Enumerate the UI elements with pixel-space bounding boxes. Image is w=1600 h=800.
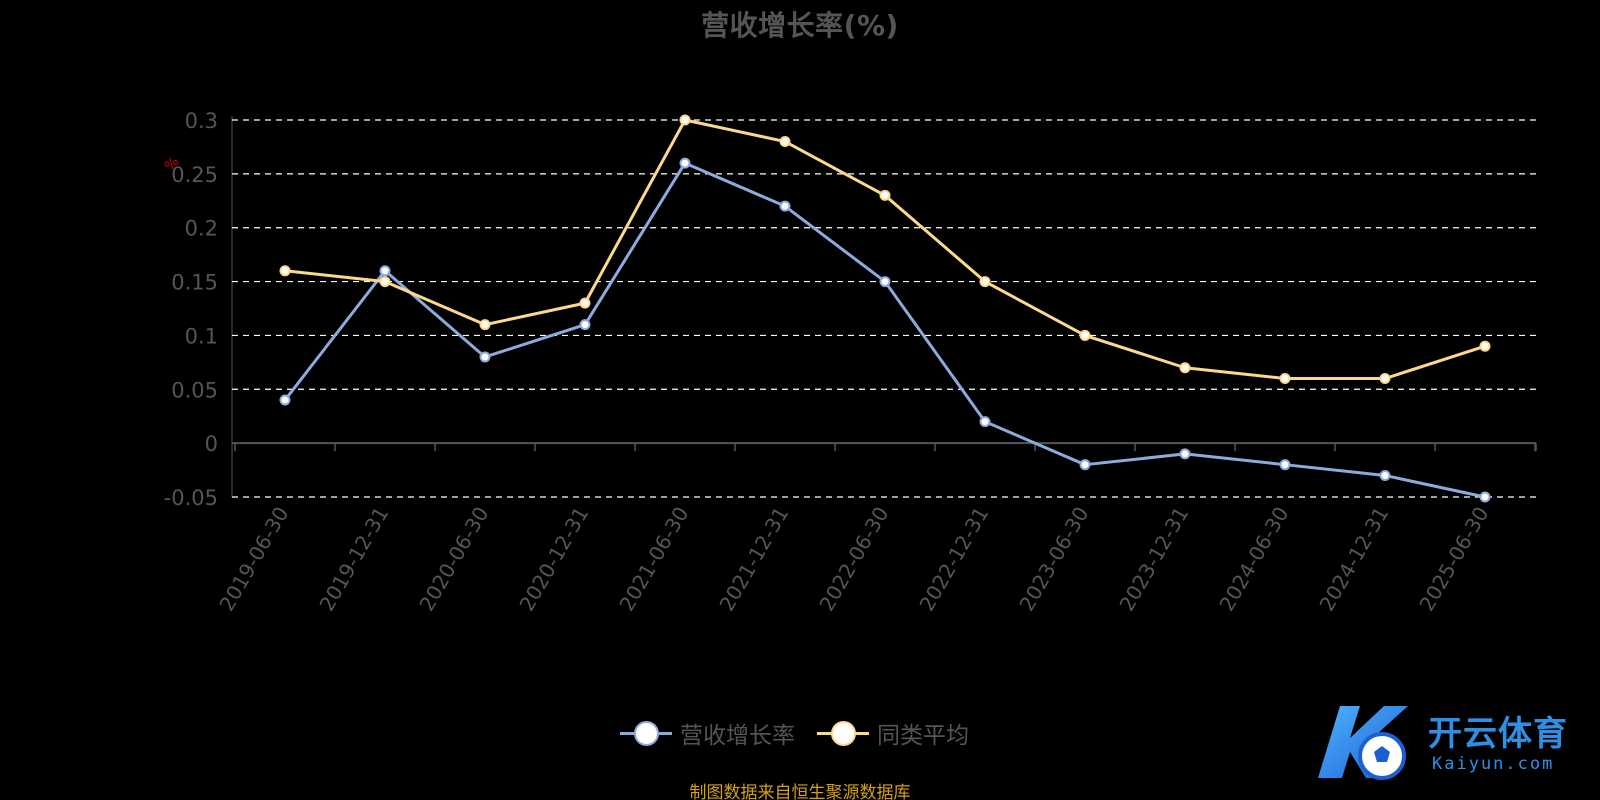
y-tick-label: 0.05: [171, 378, 218, 402]
data-point-series-1: [1279, 459, 1291, 471]
x-tick-label: 2023-06-30: [1014, 503, 1093, 616]
x-tick-label: 2019-06-30: [214, 503, 293, 616]
data-point-series-1: [1379, 469, 1391, 481]
y-tick-label: 0: [205, 432, 218, 456]
data-point-series-1: [979, 416, 991, 428]
x-tick-label: 2021-06-30: [614, 503, 693, 616]
legend-swatch-series-1: [620, 719, 672, 747]
legend-label-series-1: 营收增长率: [680, 723, 795, 749]
data-point-series-2: [279, 265, 291, 277]
y-tick-label: 0.2: [185, 217, 218, 241]
data-point-series-1: [379, 265, 391, 277]
data-point-series-2: [1479, 340, 1491, 352]
data-point-series-2: [1179, 362, 1191, 374]
source-note: 制图数据来自恒生聚源数据库: [689, 783, 911, 800]
x-tick-label: 2025-06-30: [1414, 503, 1493, 616]
legend-label-series-2: 同类平均: [877, 723, 969, 749]
legend-item-series-1[interactable]: 营收增长率: [620, 716, 795, 750]
legend-swatch-series-2: [817, 719, 869, 747]
data-point-series-1: [279, 394, 291, 406]
x-tick-label: 2019-12-31: [314, 503, 393, 616]
watermark-url: Kaiyun.com: [1432, 754, 1555, 774]
data-point-series-1: [1179, 448, 1191, 460]
x-tick-label: 2024-12-31: [1314, 503, 1393, 616]
data-point-series-1: [779, 200, 791, 212]
x-tick-label: 2023-12-31: [1114, 503, 1193, 616]
data-point-series-2: [479, 319, 491, 331]
x-tick-label: 2020-06-30: [414, 503, 493, 616]
watermark-brand: 开云体育: [1428, 714, 1568, 754]
legend-item-series-2[interactable]: 同类平均: [817, 716, 969, 750]
data-point-series-2: [679, 114, 691, 126]
watermark-logo: 开云体育 Kaiyun.com: [1310, 698, 1600, 788]
data-point-series-1: [679, 157, 691, 169]
y-tick-label: -0.05: [164, 486, 218, 510]
x-tick-label: 2024-06-30: [1214, 503, 1293, 616]
x-tick-label: 2022-12-31: [914, 503, 993, 616]
data-point-series-2: [779, 136, 791, 148]
data-point-series-1: [579, 319, 591, 331]
y-tick-label: 0.15: [171, 271, 218, 295]
series-line-1: [283, 161, 1486, 499]
chart-legend: 营收增长率 同类平均: [620, 716, 969, 750]
data-point-series-2: [1279, 373, 1291, 385]
data-point-series-2: [979, 276, 991, 288]
x-tick-label: 2021-12-31: [714, 503, 793, 616]
x-tick-label: 2022-06-30: [814, 503, 893, 616]
data-point-series-1: [1479, 491, 1491, 503]
data-point-series-2: [879, 189, 891, 201]
data-point-series-2: [379, 276, 391, 288]
data-point-series-1: [479, 351, 491, 363]
data-point-series-1: [1079, 459, 1091, 471]
x-tick-label: 2020-12-31: [514, 503, 593, 616]
data-point-series-2: [579, 297, 591, 309]
data-point-series-2: [1079, 329, 1091, 341]
y-tick-label: 0.1: [185, 324, 218, 348]
data-point-series-2: [1379, 373, 1391, 385]
chart-title: 营收增长率(%): [701, 9, 899, 42]
y-tick-label: 0.25: [171, 163, 218, 187]
data-point-series-1: [879, 276, 891, 288]
kaiyun-logo-icon: [1318, 706, 1408, 780]
y-tick-label: 0.3: [185, 109, 218, 133]
